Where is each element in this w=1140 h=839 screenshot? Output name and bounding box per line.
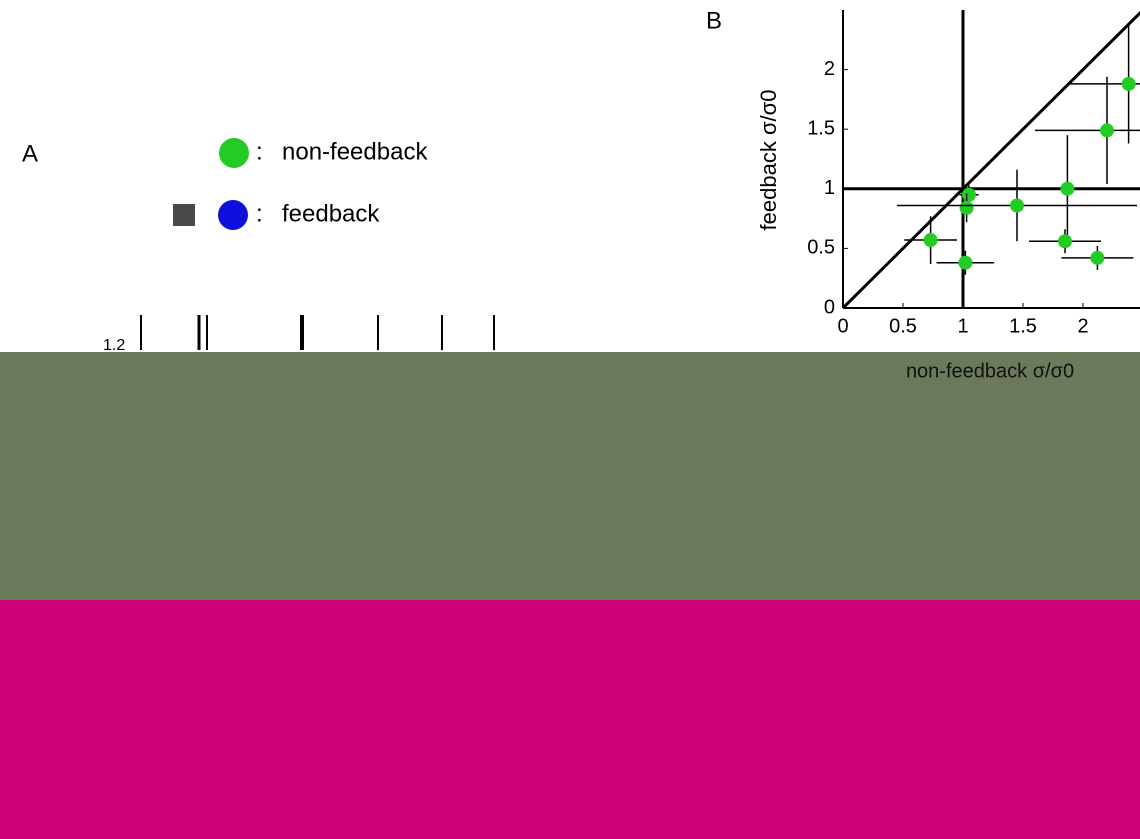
point <box>1060 182 1074 196</box>
corrupted-band <box>0 352 1140 600</box>
legend-separator: : <box>256 138 263 165</box>
panel-a-ticks <box>141 315 494 350</box>
x-axis-label: non-feedback σ/σ0 <box>906 360 1074 382</box>
corrupted-band <box>0 600 1140 839</box>
point <box>924 233 938 247</box>
plot-area <box>843 0 1140 308</box>
figure: A B 1.2 : non-feedback: feedback 0 0.5 1 1.5 2 0… <box>0 0 1140 839</box>
panel-label: A <box>22 140 38 167</box>
legend-separator: : <box>256 200 263 227</box>
point <box>958 256 972 270</box>
point <box>1122 77 1136 91</box>
legend-marker <box>218 200 248 230</box>
y-tick-label: 2 <box>824 58 835 80</box>
y-tick-label: 1 <box>824 177 835 199</box>
point <box>960 201 974 215</box>
point <box>1090 251 1104 265</box>
legend-label: non-feedback <box>282 138 428 165</box>
legend-label: feedback <box>282 200 380 227</box>
x-tick-label: 2 <box>1077 315 1088 337</box>
y-tick-label: 1.5 <box>807 117 835 139</box>
x-tick-label: 0 <box>837 315 848 337</box>
point <box>962 188 976 202</box>
point <box>1100 123 1114 137</box>
legend-marker <box>173 204 195 226</box>
tick-label: 1.2 <box>103 337 125 354</box>
panel-label: B <box>706 7 722 34</box>
y-tick-label: 0 <box>824 296 835 318</box>
legend-marker <box>219 138 249 168</box>
x-tick-label: 1.5 <box>1009 315 1037 337</box>
x-tick-label: 0.5 <box>889 315 917 337</box>
point <box>1010 198 1024 212</box>
x-tick-label: 1 <box>957 315 968 337</box>
y-tick-label: 0.5 <box>807 237 835 259</box>
point <box>1058 234 1072 248</box>
y-axis-label: feedback σ/σ0 <box>756 90 781 231</box>
